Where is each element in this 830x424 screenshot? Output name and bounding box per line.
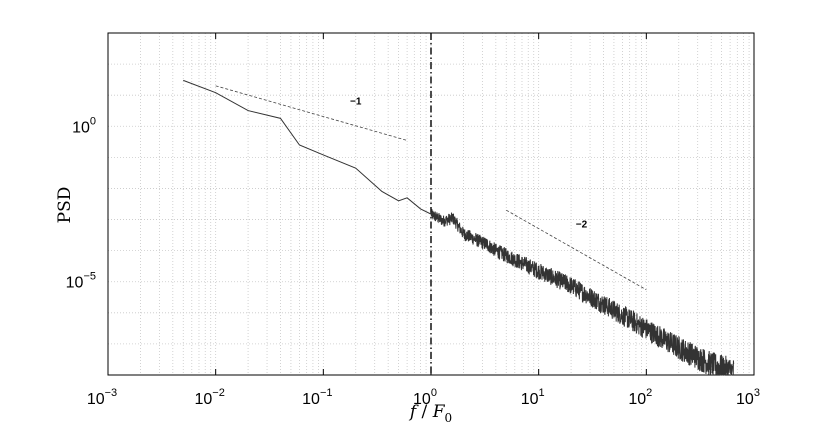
x-tick-label: 10−1 bbox=[302, 387, 332, 408]
x-tick-label: 103 bbox=[736, 387, 760, 408]
x-tick-label: 101 bbox=[521, 387, 545, 408]
x-tick-label: 10−3 bbox=[87, 387, 117, 408]
y-axis-label: PSD bbox=[55, 187, 75, 224]
tick-labels: 10−3 10−2 10−1 100 101 102 103 100 10−5 bbox=[66, 115, 760, 408]
slope-guide-line bbox=[506, 209, 647, 291]
x-tick-label: 10−2 bbox=[194, 387, 224, 408]
slope-guide-line bbox=[215, 85, 408, 141]
x-tick-label: 102 bbox=[628, 387, 652, 408]
slope-guide-label: −2 bbox=[576, 220, 588, 231]
slope-guide-label: −1 bbox=[350, 97, 362, 108]
slope-guides: −1 −2 bbox=[215, 33, 647, 375]
x-axis-label: f / F0 bbox=[408, 402, 452, 424]
y-tick-label: 10−5 bbox=[66, 271, 96, 292]
series bbox=[183, 79, 735, 376]
psd-series-line bbox=[183, 79, 735, 376]
y-tick-label: 100 bbox=[72, 115, 96, 136]
x-tick-label: 100 bbox=[413, 387, 437, 408]
